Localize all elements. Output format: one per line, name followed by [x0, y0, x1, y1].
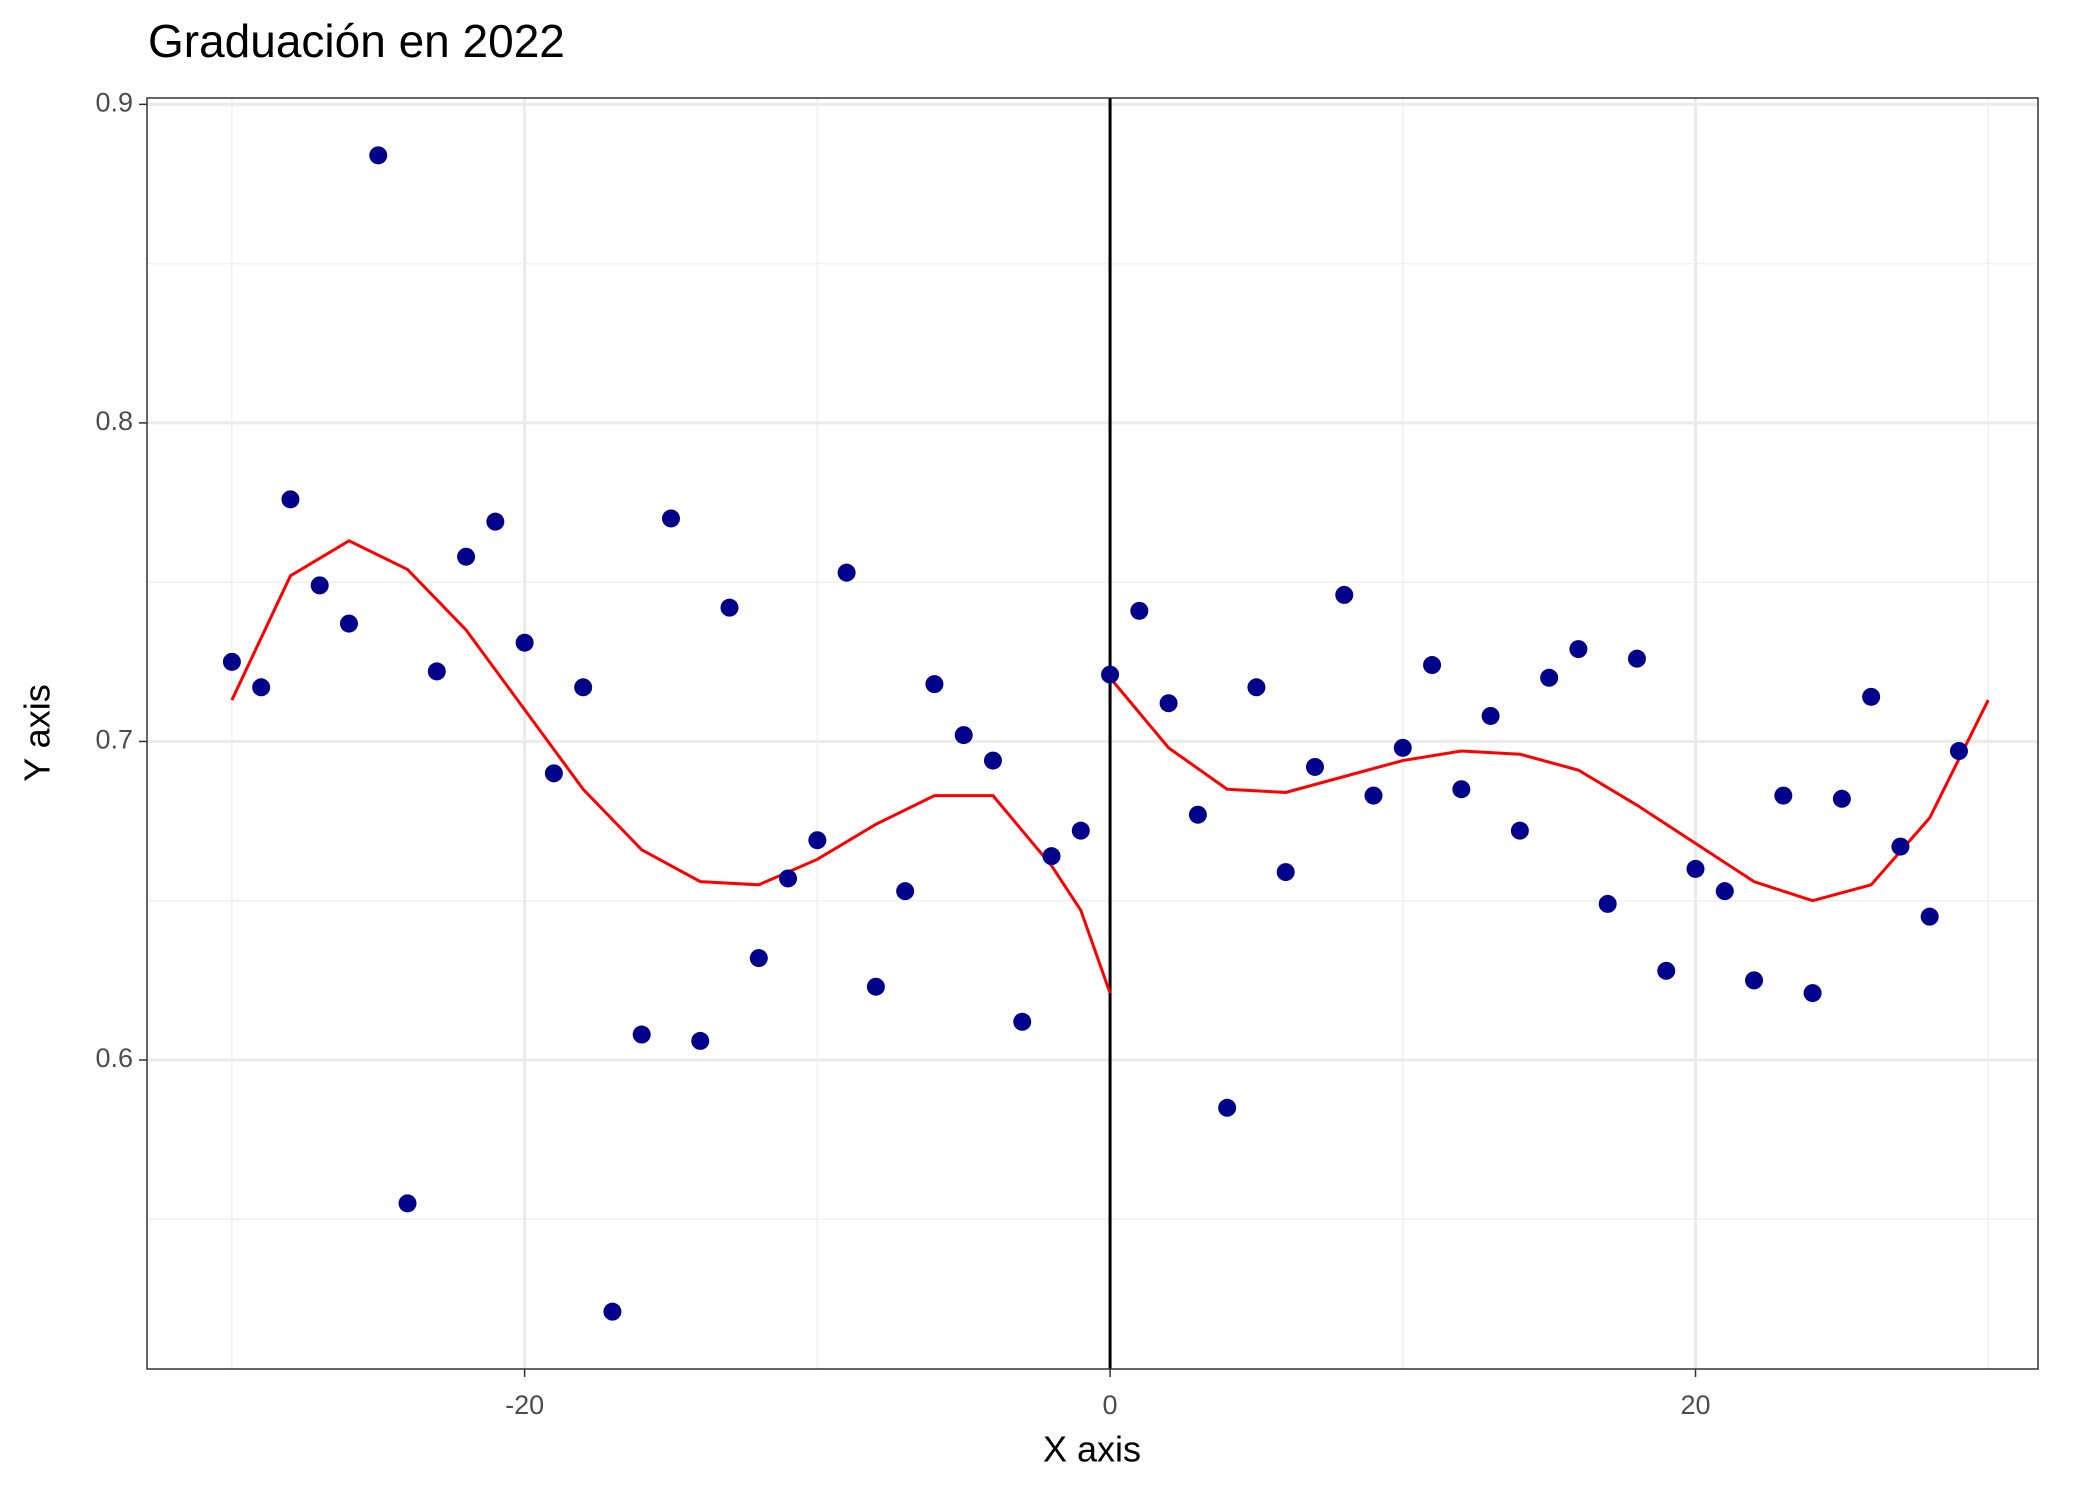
point — [1218, 1098, 1237, 1117]
chart-title: Graduación en 2022 — [148, 15, 565, 67]
point — [574, 678, 593, 697]
point — [632, 1025, 651, 1044]
point — [1627, 649, 1646, 668]
point — [1774, 786, 1793, 805]
fit-line — [1108, 676, 1990, 903]
fit-line — [230, 539, 1112, 994]
x-tick-label: 20 — [1680, 1390, 1710, 1420]
y-tick-label: 0.9 — [95, 87, 133, 117]
point — [1686, 859, 1705, 878]
point — [1071, 821, 1090, 840]
point — [1452, 780, 1471, 799]
point — [954, 726, 973, 745]
point — [1130, 601, 1149, 620]
point — [1715, 882, 1734, 901]
point — [779, 869, 798, 888]
point — [1042, 847, 1061, 866]
point — [691, 1031, 710, 1050]
point — [339, 614, 358, 633]
point — [515, 633, 534, 652]
point — [310, 576, 329, 595]
point — [603, 1302, 622, 1321]
point — [427, 662, 446, 681]
y-axis-title: Y axis — [17, 684, 58, 781]
point — [720, 598, 739, 617]
point — [252, 678, 271, 697]
point — [1423, 656, 1442, 675]
x-tick-label: -20 — [505, 1390, 544, 1420]
point — [1598, 894, 1617, 913]
point — [1510, 821, 1529, 840]
point — [1949, 742, 1968, 761]
y-tick-label: 0.7 — [95, 725, 133, 755]
point — [1159, 694, 1178, 713]
point — [1920, 907, 1939, 926]
point — [983, 751, 1002, 770]
point — [1364, 786, 1383, 805]
x-tick-label: 0 — [1103, 1390, 1118, 1420]
point — [1540, 668, 1559, 687]
point — [486, 512, 505, 531]
point — [457, 547, 476, 566]
point — [1101, 665, 1120, 684]
x-axis-title: X axis — [1043, 1429, 1141, 1470]
point — [1305, 757, 1324, 776]
point — [1862, 687, 1881, 706]
point — [1657, 961, 1676, 980]
point — [1832, 789, 1851, 808]
point — [1393, 738, 1412, 757]
point — [1745, 971, 1764, 990]
point — [222, 652, 241, 671]
point — [1569, 640, 1588, 659]
point — [1803, 984, 1822, 1003]
point — [1276, 863, 1295, 882]
point — [1335, 585, 1354, 604]
point — [837, 563, 856, 582]
point — [544, 764, 563, 783]
point — [1188, 805, 1207, 824]
point — [1247, 678, 1266, 697]
point — [398, 1194, 417, 1213]
point — [1891, 837, 1910, 856]
point — [1013, 1012, 1032, 1031]
point — [1481, 706, 1500, 725]
point — [808, 831, 827, 850]
plot-border — [146, 97, 2039, 1370]
point — [281, 490, 300, 509]
point — [866, 977, 885, 996]
point — [661, 509, 680, 528]
point — [925, 675, 944, 694]
y-tick-label: 0.6 — [95, 1043, 133, 1073]
y-tick-label: 0.8 — [95, 406, 133, 436]
point — [896, 882, 915, 901]
point — [369, 146, 388, 165]
point — [749, 949, 768, 968]
